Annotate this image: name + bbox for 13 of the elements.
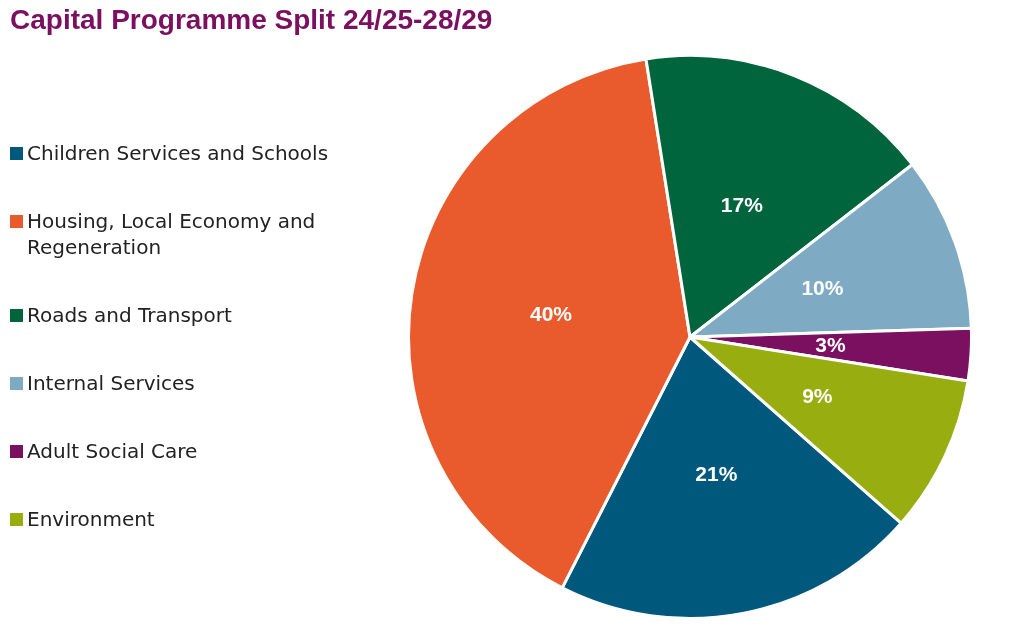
legend-label: Children Services and Schools (27, 140, 329, 166)
data-label: 21% (695, 462, 738, 486)
data-label: 17% (720, 192, 764, 216)
data-label: 9% (802, 383, 833, 407)
legend-label: Housing, Local Economy and Regeneration (27, 208, 317, 260)
legend-label: Roads and Transport (27, 302, 232, 328)
data-label: 3% (815, 332, 846, 356)
legend-label: Adult Social Care (27, 438, 198, 464)
chart-title: Capital Programme Split 24/25-28/29 (10, 4, 493, 36)
legend-label: Internal Services (27, 370, 195, 396)
legend-label: Environment (27, 506, 155, 532)
data-label: 40% (529, 301, 573, 325)
data-label: 10% (801, 276, 844, 300)
